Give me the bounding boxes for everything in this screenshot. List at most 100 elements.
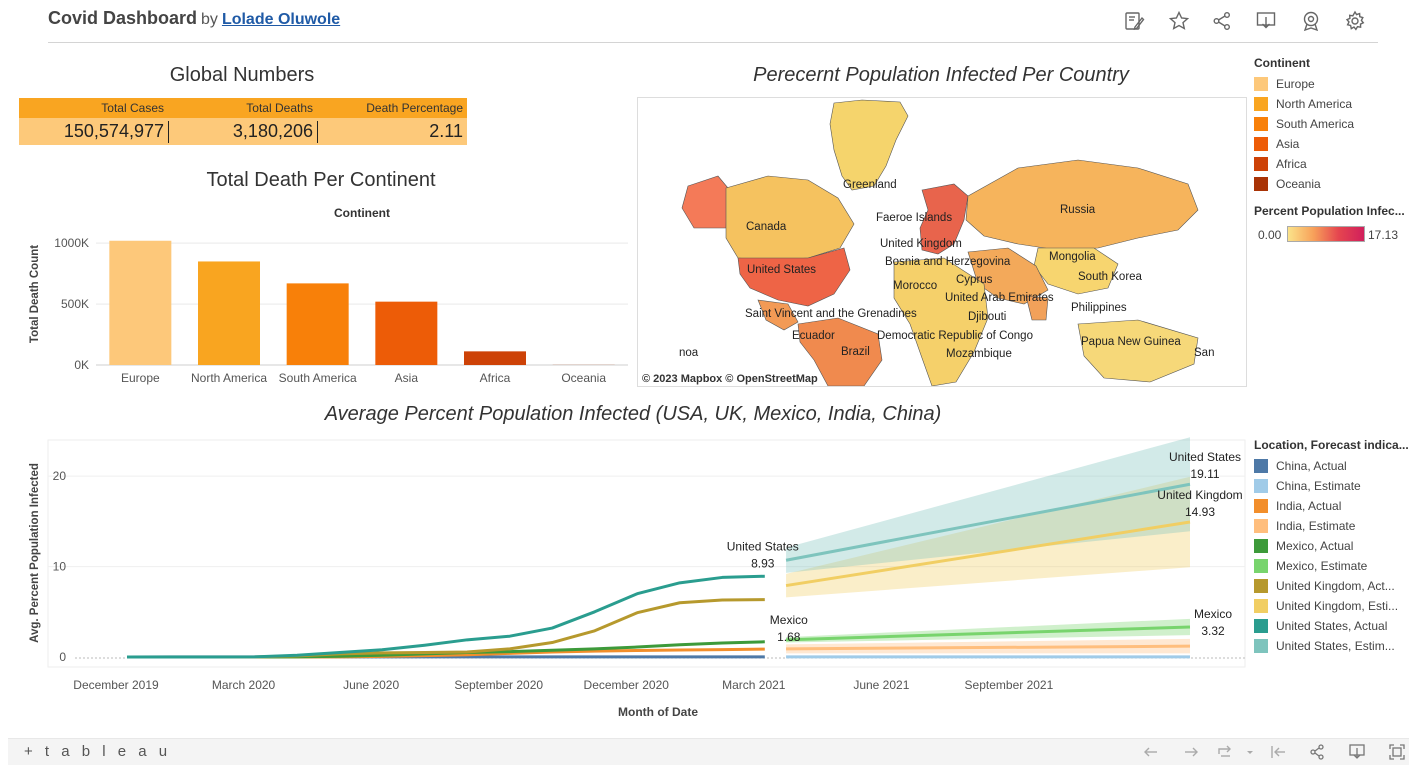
line-united-kingdom-actual	[127, 598, 765, 659]
revert-icon[interactable]	[1216, 743, 1234, 761]
region-united-states[interactable]	[737, 247, 851, 307]
gear-icon[interactable]	[1344, 10, 1366, 32]
star-icon[interactable]	[1168, 10, 1190, 32]
region-alaska[interactable]	[681, 175, 729, 229]
line-x-tick: September 2020	[454, 678, 543, 692]
legend-swatch	[1254, 619, 1268, 633]
line-x-tick: December 2020	[584, 678, 670, 692]
line-united-kingdom-estimate	[785, 520, 1191, 588]
badge-icon[interactable]	[1300, 10, 1322, 32]
global-numbers-title: Global Numbers	[169, 64, 315, 86]
region-oceania[interactable]	[1077, 319, 1199, 383]
map-legend-gradient	[1287, 226, 1365, 242]
line-legend-item-united-states-actual[interactable]: United States, Actual	[1254, 616, 1409, 636]
legend-label: United Kingdom, Esti...	[1276, 599, 1399, 613]
edit-icon[interactable]	[1123, 10, 1145, 32]
legend-swatch	[1254, 177, 1268, 191]
line-legend-item-india-estimate[interactable]: India, Estimate	[1254, 516, 1409, 536]
chevron-down-icon[interactable]	[1241, 743, 1253, 761]
kpi-separator	[168, 121, 169, 143]
line-legend-title: Location, Forecast indica...	[1254, 438, 1409, 452]
tableau-logo[interactable]: + t a b l e a u	[24, 743, 172, 760]
legend-label: United States, Estim...	[1276, 639, 1395, 653]
kpi-header-total-cases: Total Cases	[101, 101, 164, 115]
line-legend-item-united-states-estim[interactable]: United States, Estim...	[1254, 636, 1409, 656]
line-legend-item-mexico-estimate[interactable]: Mexico, Estimate	[1254, 556, 1409, 576]
bar-asia	[375, 301, 438, 365]
continent-legend-items: Europe North America South America Asia Afri…	[1254, 74, 1404, 194]
region-south-america[interactable]	[797, 317, 883, 386]
legend-label: China, Actual	[1276, 459, 1347, 473]
map-label-faeroe-islands: Faeroe Islands	[876, 212, 953, 224]
legend-label: United Kingdom, Act...	[1276, 579, 1395, 593]
line-legend-items: China, Actual China, Estimate India, Actua…	[1254, 456, 1409, 656]
continent-legend-item-south-america[interactable]: South America	[1254, 114, 1404, 134]
line-legend-item-united-kingdom-act[interactable]: United Kingdom, Act...	[1254, 576, 1409, 596]
region-africa[interactable]	[893, 257, 989, 386]
region-mexico[interactable]	[757, 299, 799, 331]
world-map[interactable]: Greenland Russia Canada Faeroe Islands U…	[637, 97, 1247, 387]
legend-swatch	[1254, 137, 1268, 151]
legend-label: Mexico, Actual	[1276, 539, 1354, 553]
bar-africa	[464, 351, 526, 365]
map-label-bosnia-and-herzegovina: Bosnia and Herzegovina	[885, 256, 1011, 268]
legend-label: Africa	[1276, 157, 1307, 171]
line-legend-item-india-actual[interactable]: India, Actual	[1254, 496, 1409, 516]
annotation-value: 3.32	[1201, 624, 1225, 638]
kpi-separator	[317, 121, 318, 143]
bar-x-tick: South America	[279, 371, 357, 385]
continent-legend-title: Continent	[1254, 56, 1310, 70]
kpi-header-row: Total Cases Total Deaths Death Percentag…	[19, 98, 467, 118]
download-icon[interactable]	[1348, 743, 1366, 761]
map-label-south-korea: South Korea	[1078, 271, 1142, 283]
region-greenland[interactable]	[829, 99, 909, 191]
kpi-value-row: 150,574,977 3,180,206 2.11	[19, 118, 467, 145]
annotation-label: United States	[1169, 450, 1241, 464]
legend-swatch	[1254, 579, 1268, 593]
share-icon[interactable]	[1308, 743, 1326, 761]
region-russia[interactable]	[965, 159, 1199, 251]
download-icon[interactable]	[1255, 10, 1277, 32]
line-legend-item-united-kingdom-esti[interactable]: United Kingdom, Esti...	[1254, 596, 1409, 616]
line-legend-item-china-estimate[interactable]: China, Estimate	[1254, 476, 1409, 496]
map-label-noa: noa	[679, 347, 699, 359]
line-x-tick: March 2021	[722, 678, 786, 692]
kpi-total-cases: 150,574,977	[63, 121, 164, 141]
continent-legend-item-asia[interactable]: Asia	[1254, 134, 1404, 154]
region-europe[interactable]	[919, 183, 969, 255]
dashboard-header: Covid Dashboard by Lolade Oluwole	[0, 0, 1409, 44]
continent-legend-item-oceania[interactable]: Oceania	[1254, 174, 1404, 194]
undo-icon[interactable]	[1142, 743, 1160, 761]
bar-x-tick: Oceania	[561, 371, 606, 385]
first-page-icon[interactable]	[1269, 743, 1287, 761]
redo-icon[interactable]	[1182, 743, 1200, 761]
map-label-united-kingdom: United Kingdom	[880, 238, 962, 250]
infection-trend-chart: Avg. Percent Population Infected Month o…	[29, 437, 1246, 719]
map-label-russia: Russia	[1060, 204, 1096, 216]
continent-legend-item-africa[interactable]: Africa	[1254, 154, 1404, 174]
annotation-label: United Kingdom	[1157, 488, 1242, 502]
region-canada[interactable]	[725, 175, 855, 261]
share-icon[interactable]	[1211, 10, 1233, 32]
kpi-death-percentage: 2.11	[429, 121, 463, 141]
author-link[interactable]: Lolade Oluwole	[221, 11, 341, 28]
legend-label: Europe	[1276, 77, 1315, 91]
legend-label: North America	[1276, 97, 1353, 111]
line-legend-item-mexico-actual[interactable]: Mexico, Actual	[1254, 536, 1409, 556]
bar-y-tick: 500K	[61, 297, 89, 311]
bar-x-tick: North America	[191, 371, 267, 385]
annotation-label: Mexico	[1194, 607, 1232, 621]
fullscreen-icon[interactable]	[1388, 743, 1406, 761]
legend-swatch	[1254, 479, 1268, 493]
line-legend-item-china-actual[interactable]: China, Actual	[1254, 456, 1409, 476]
legend-swatch	[1254, 539, 1268, 553]
region-india[interactable]	[1025, 295, 1049, 321]
continent-legend-item-north-america[interactable]: North America	[1254, 94, 1404, 114]
map-label-mozambique: Mozambique	[946, 348, 1012, 360]
annotation-label: Mexico	[770, 613, 808, 627]
map-label-united-arab-emirates: United Arab Emirates	[945, 292, 1054, 304]
legend-swatch	[1254, 117, 1268, 131]
band-united-kingdom-estimate	[786, 476, 1190, 598]
bar-y-axis-label: Total Death Count	[29, 245, 41, 343]
continent-legend-item-europe[interactable]: Europe	[1254, 74, 1404, 94]
